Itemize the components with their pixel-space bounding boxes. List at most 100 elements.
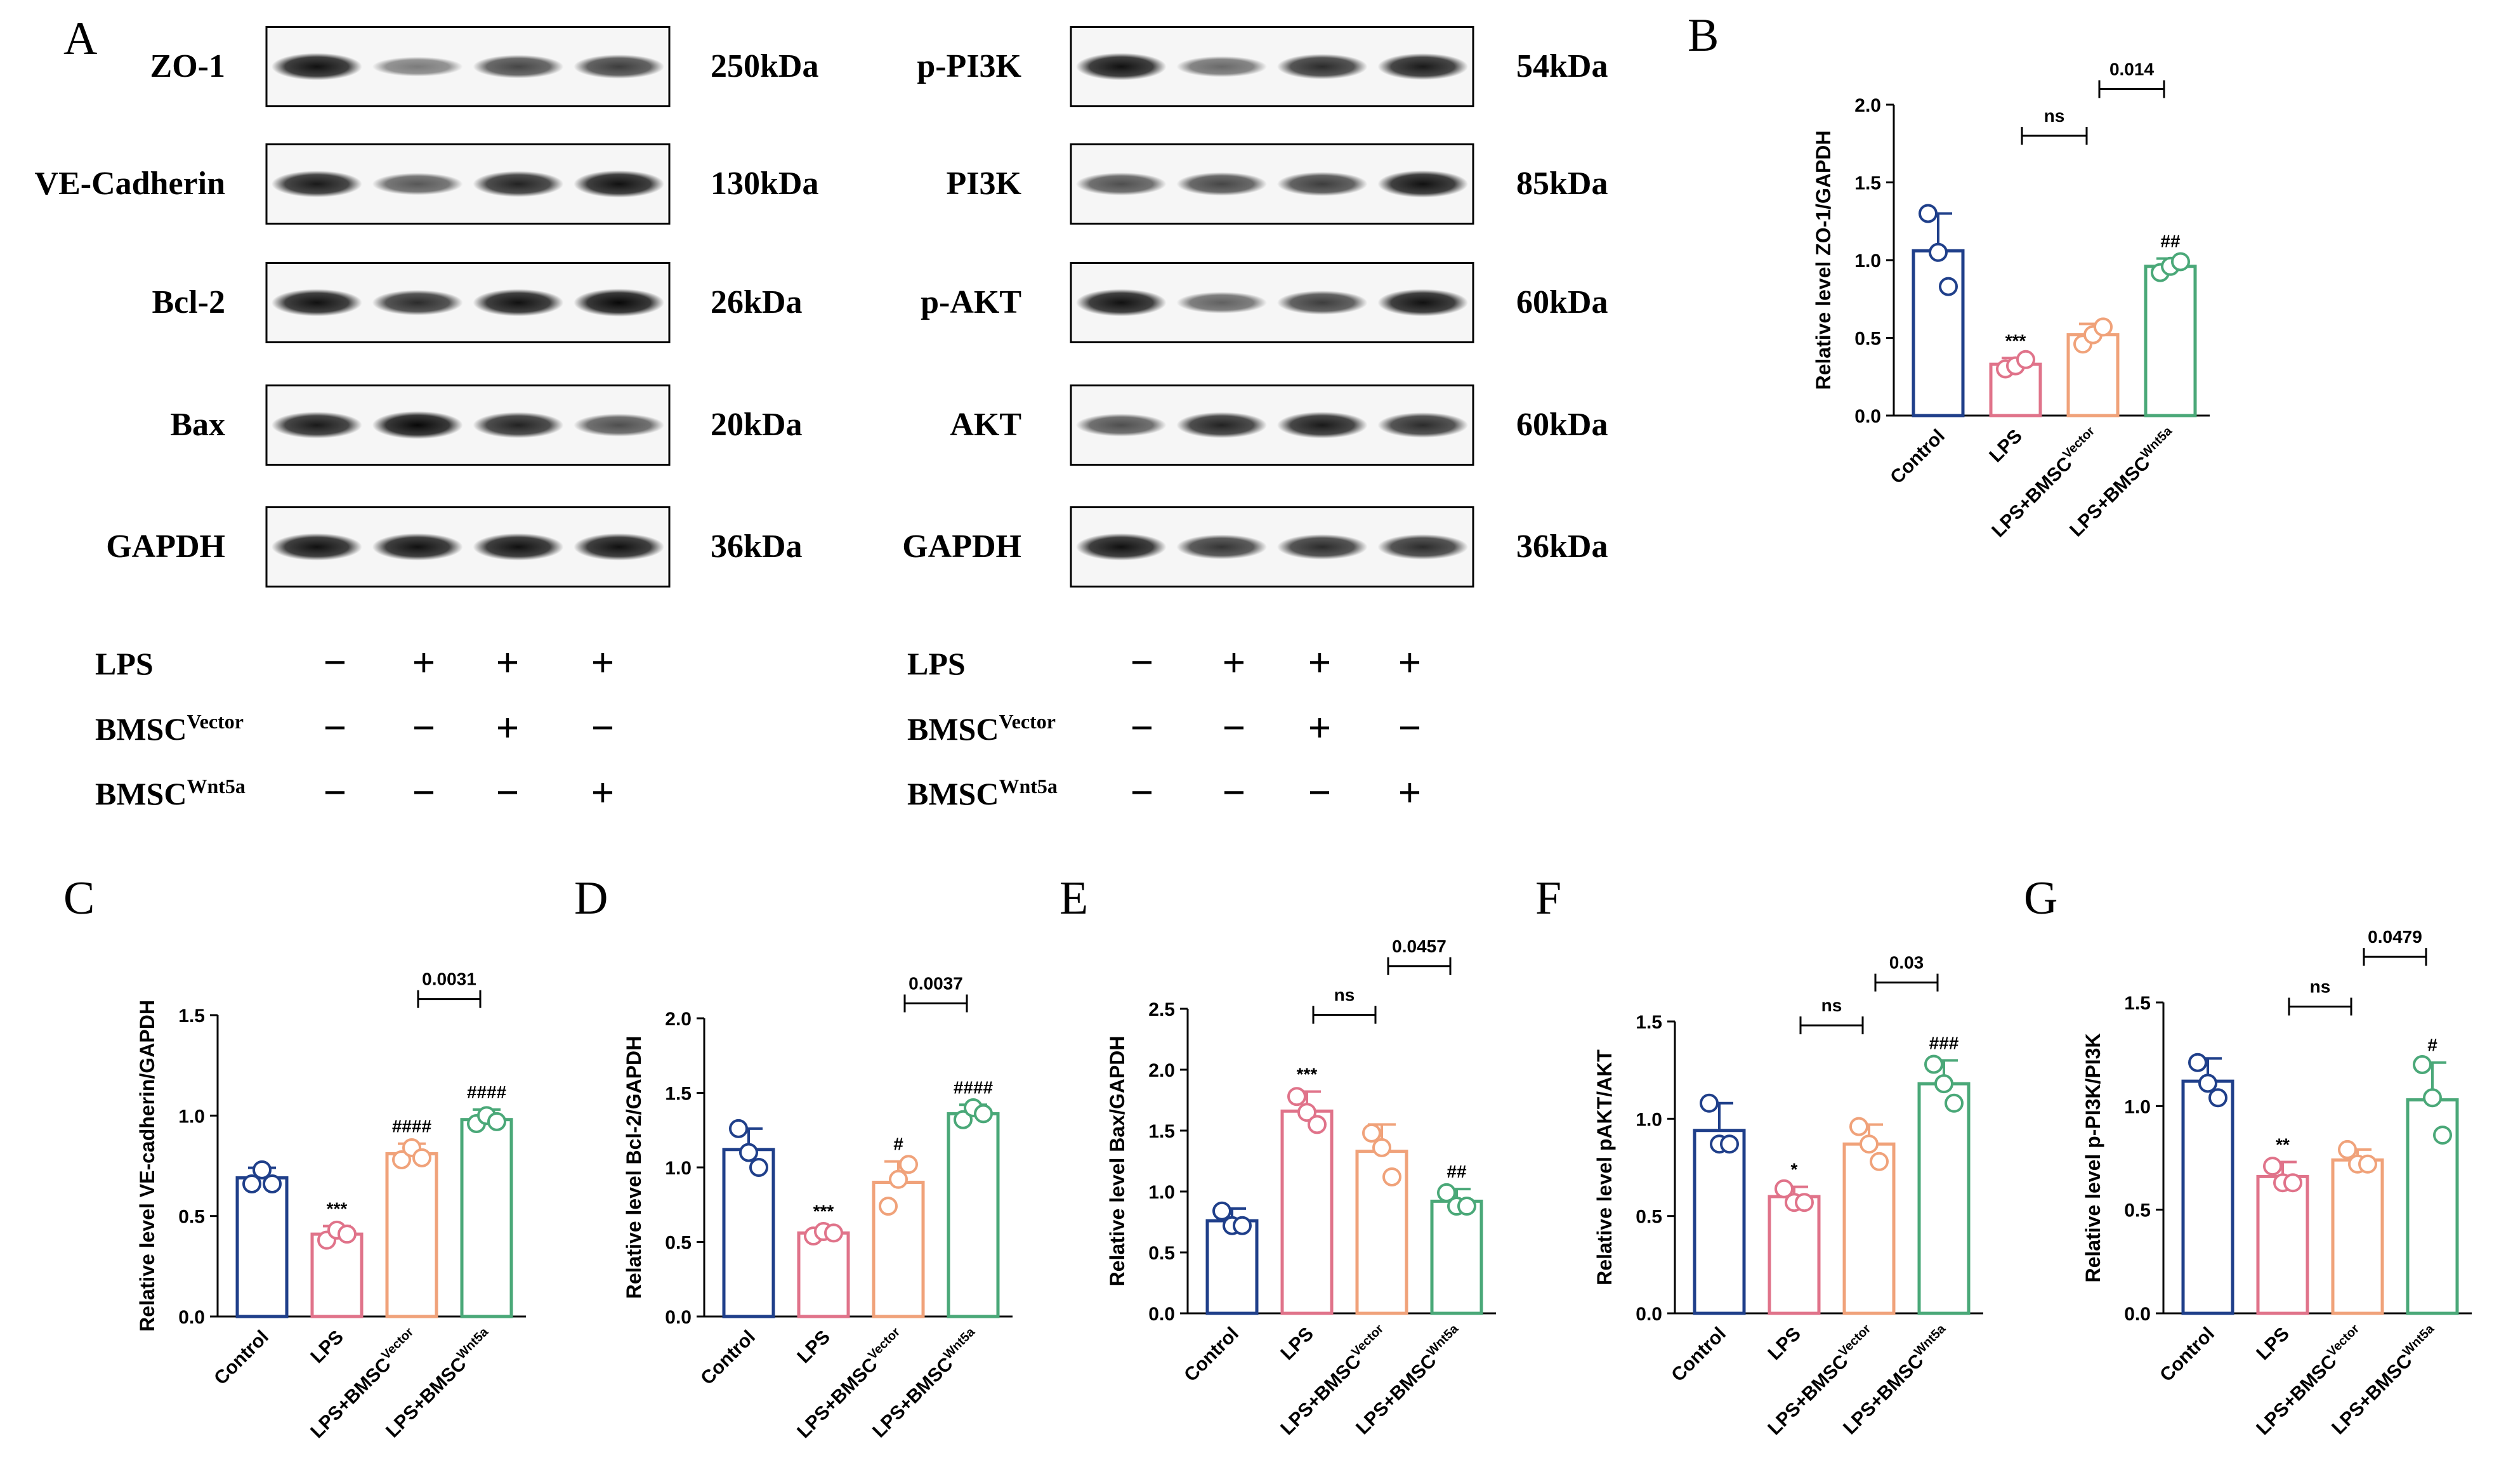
- y-tick-label: 0.0: [665, 1307, 692, 1328]
- significance-mark: ##: [1447, 1162, 1467, 1181]
- data-point: [1287, 1087, 1306, 1106]
- protein-band: [271, 53, 362, 81]
- protein-band: [574, 289, 665, 317]
- data-point: [1700, 1093, 1719, 1113]
- data-point: [739, 1143, 758, 1162]
- data-point: [2423, 1088, 2442, 1108]
- data-point: [1795, 1193, 1814, 1212]
- bar: [460, 1118, 513, 1318]
- y-axis-label: Relative level VE-cadherin/GAPDH: [136, 1000, 159, 1332]
- y-tick-label: 1.5: [2124, 993, 2151, 1014]
- x-tick-label: LPS: [1764, 1323, 1805, 1365]
- data-point: [2358, 1154, 2377, 1174]
- protein-band: [1075, 173, 1167, 195]
- data-point: [2094, 317, 2113, 337]
- chart-c: 0.0 0.5 1.0 1.5 Relative level VE-cadherin/G…: [136, 969, 526, 1442]
- protein-band: [1075, 289, 1167, 317]
- treatment-sign: +: [496, 706, 519, 750]
- y-tick-label: 0.0: [2124, 1304, 2151, 1325]
- y-tick-label: 1.0: [665, 1158, 692, 1179]
- data-point: [1849, 1117, 1868, 1136]
- kda-label: 36kDa: [1516, 529, 1608, 565]
- x-tick-label: LPS: [793, 1327, 834, 1368]
- chart-d: 0.0 0.5 1.0 1.5 2.0 Relative level Bcl-2/GAPD…: [622, 974, 1013, 1442]
- bar: [1917, 1082, 1971, 1315]
- kda-label: 60kDa: [1516, 284, 1608, 320]
- y-tick-label: 1.0: [2124, 1096, 2151, 1117]
- protein-band: [473, 412, 564, 438]
- data-point: [1919, 204, 1938, 223]
- data-point: [2208, 1088, 2227, 1108]
- x-tick-label: LPS: [306, 1327, 348, 1368]
- panel-letter-f: F: [1535, 872, 1561, 924]
- protein-band: [1276, 54, 1368, 79]
- data-point: [253, 1160, 272, 1179]
- treatment-sign: −: [1223, 706, 1245, 750]
- treatment-sign: −: [1308, 771, 1331, 815]
- treatment-sign: −: [324, 641, 346, 685]
- data-point: [263, 1174, 282, 1193]
- significance-mark: ***: [813, 1201, 834, 1221]
- significance-mark: ***: [2005, 331, 2026, 350]
- protein-band: [473, 55, 564, 79]
- treatment-table: LPS − + + + BMSCVector − − + − BMSCWnt5a − − − + LPS − + +…: [95, 641, 1421, 815]
- kda-label: 26kDa: [711, 284, 802, 320]
- data-point: [974, 1104, 993, 1124]
- protein-band: [1276, 412, 1368, 438]
- significance-mark: ####: [467, 1082, 507, 1102]
- data-point: [2188, 1053, 2207, 1072]
- protein-band: [473, 171, 564, 197]
- data-point: [749, 1158, 768, 1177]
- y-tick-label: 1.0: [1854, 251, 1881, 272]
- protein-band: [473, 533, 564, 561]
- y-axis-label: Relative level Bax/GAPDH: [1106, 1036, 1129, 1287]
- bar: [385, 1152, 438, 1318]
- data-point: [1924, 1054, 1943, 1074]
- protein-label: Bax: [170, 407, 225, 443]
- bar: [2144, 265, 2197, 417]
- protein-label: VE-Cadherin: [35, 166, 226, 202]
- x-tick-label: LPS: [2252, 1323, 2293, 1365]
- treatment-sign: +: [412, 641, 435, 685]
- data-point: [1308, 1115, 1327, 1134]
- kda-label: 130kDa: [711, 166, 818, 202]
- p-value-label: 0.0457: [1392, 936, 1447, 956]
- significance-mark: #: [2427, 1035, 2437, 1055]
- treatment-label: BMSCWnt5a: [95, 775, 246, 811]
- y-tick-label: 0.0: [1854, 406, 1881, 427]
- kda-label: 54kDa: [1516, 48, 1608, 84]
- protein-label: GAPDH: [106, 529, 225, 565]
- significance-mark: ###: [1929, 1033, 1959, 1053]
- protein-label: GAPDH: [902, 529, 1021, 565]
- kda-label: 60kDa: [1516, 407, 1608, 443]
- protein-label: p-PI3K: [917, 48, 1021, 84]
- protein-band: [372, 56, 463, 77]
- y-tick-label: 2.5: [1148, 999, 1175, 1020]
- kda-label: 85kDa: [1516, 166, 1608, 202]
- bar: [722, 1148, 775, 1318]
- blot-row: ZO-1 250kDa: [150, 26, 818, 107]
- protein-band: [574, 55, 665, 79]
- p-value-label: 0.0031: [422, 969, 476, 989]
- protein-band: [574, 170, 665, 198]
- x-tick-label: Control: [1667, 1323, 1730, 1386]
- treatment-label: LPS: [907, 646, 966, 681]
- treatment-label: LPS: [95, 646, 154, 681]
- y-tick-label: 1.5: [665, 1084, 692, 1105]
- y-axis-label: Relative level Bcl-2/GAPDH: [622, 1036, 645, 1299]
- treatment-label: BMSCWnt5a: [907, 775, 1058, 811]
- data-point: [1362, 1123, 1381, 1143]
- bar: [1693, 1129, 1746, 1315]
- panel-letter-d: D: [574, 872, 608, 924]
- data-point: [1297, 1103, 1316, 1122]
- bar: [235, 1176, 289, 1318]
- blot-row: p-PI3K 54kDa: [917, 26, 1608, 107]
- x-tick-label: LPS: [1276, 1323, 1318, 1365]
- y-axis-label: Relative level p-PI3K/PI3K: [2082, 1033, 2104, 1282]
- data-point: [392, 1150, 411, 1169]
- kda-label: 36kDa: [711, 529, 802, 565]
- treatment-sign: +: [591, 641, 614, 685]
- protein-band: [1377, 534, 1469, 560]
- data-point: [242, 1174, 261, 1193]
- y-tick-label: 0.0: [178, 1307, 205, 1328]
